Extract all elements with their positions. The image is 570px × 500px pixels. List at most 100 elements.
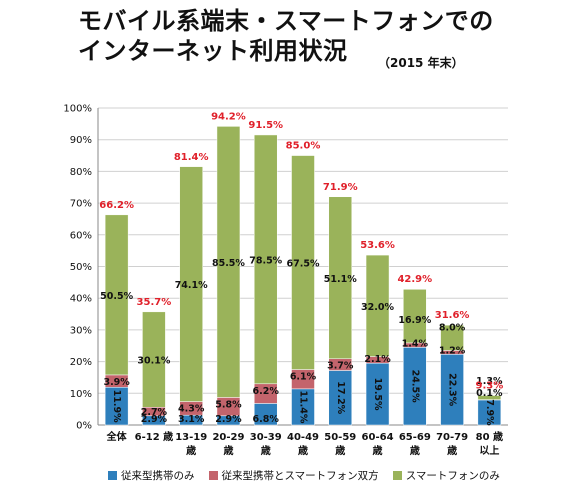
data-label-feature-only: 17.2% bbox=[335, 381, 346, 414]
data-label-smartphone-only: 32.0% bbox=[361, 302, 394, 313]
data-label-feature-only: 3.1% bbox=[178, 414, 205, 425]
y-tick-label: 40% bbox=[70, 294, 92, 305]
total-label: 71.9% bbox=[323, 182, 358, 193]
x-tick-label: 30-39 bbox=[250, 432, 282, 443]
legend-label-smartphone-only: スマートフォンのみ bbox=[405, 470, 500, 482]
y-tick-label: 80% bbox=[70, 167, 92, 178]
x-tick-label: 歳 bbox=[223, 444, 233, 457]
data-label-smartphone-only: 85.5% bbox=[212, 258, 245, 269]
data-label-both: 4.3% bbox=[178, 404, 205, 415]
x-tick-label: 歳 bbox=[261, 444, 271, 457]
total-label: 81.4% bbox=[174, 152, 209, 163]
data-label-smartphone-only: 74.1% bbox=[175, 280, 208, 291]
chart-title-line1: モバイル系端末・スマートフォンでの bbox=[78, 7, 494, 35]
legend-item-both: 従来型携帯とスマートフォン双方 bbox=[208, 468, 379, 483]
total-label: 85.0% bbox=[286, 141, 321, 152]
y-tick-label: 30% bbox=[70, 325, 92, 336]
legend-swatch-both bbox=[208, 471, 218, 480]
x-tick-label: 65-69 bbox=[399, 432, 431, 443]
data-label-feature-only: 22.3% bbox=[447, 373, 458, 406]
data-label-both: 3.9% bbox=[103, 377, 130, 388]
legend-label-feature-only: 従来型携帯のみ bbox=[121, 470, 195, 482]
y-tick-label: 0% bbox=[76, 421, 92, 432]
data-label-feature-only: 24.5% bbox=[409, 370, 420, 403]
y-tick-label: 10% bbox=[70, 389, 92, 400]
x-tick-label: 歳 bbox=[373, 444, 383, 457]
data-label-feature-only: 7.9% bbox=[484, 399, 495, 426]
x-tick-label: 全体 bbox=[106, 430, 128, 443]
y-tick-label: 20% bbox=[70, 357, 92, 368]
data-label-feature-only: 19.5% bbox=[372, 378, 383, 411]
bar-segment bbox=[142, 311, 166, 408]
total-label: 31.6% bbox=[435, 310, 470, 321]
bar-segment bbox=[253, 134, 278, 385]
x-tick-label: 歳 bbox=[298, 444, 308, 457]
data-label-feature-only: 2.9% bbox=[215, 414, 242, 425]
total-label: 91.5% bbox=[248, 120, 283, 131]
x-tick-label: 50-59 bbox=[324, 432, 356, 443]
data-label-both: 6.1% bbox=[290, 372, 317, 383]
total-label: 35.7% bbox=[137, 297, 172, 308]
x-tick-label: 20-29 bbox=[212, 432, 244, 443]
bar-segment bbox=[477, 395, 502, 400]
total-label: 9.3% bbox=[475, 381, 503, 392]
data-label-smartphone-only: 1.3% bbox=[476, 376, 503, 387]
x-tick-label: 80 歳 bbox=[476, 430, 503, 443]
total-label: 42.9% bbox=[397, 274, 432, 285]
data-label-feature-only: 2.9% bbox=[141, 414, 168, 425]
data-label-feature-only: 6.8% bbox=[253, 414, 280, 425]
chart-subtitle: （2015 年末） bbox=[378, 56, 464, 70]
legend-item-feature-only: 従来型携帯のみ bbox=[108, 468, 195, 483]
data-label-both: 2.1% bbox=[364, 354, 391, 365]
data-label-smartphone-only: 8.0% bbox=[439, 323, 466, 334]
x-tick-label: 歳 bbox=[447, 444, 457, 457]
data-label-both: 5.8% bbox=[215, 399, 242, 410]
bar-segment bbox=[104, 214, 129, 376]
bar-segment bbox=[328, 196, 353, 359]
data-label-smartphone-only: 67.5% bbox=[287, 259, 320, 270]
data-label-both: 1.2% bbox=[439, 345, 466, 356]
y-tick-label: 100% bbox=[63, 104, 92, 115]
data-label-smartphone-only: 50.5% bbox=[100, 291, 133, 302]
data-label-feature-only: 11.9% bbox=[111, 390, 122, 423]
chart-legend: 従来型携帯のみ 従来型携帯とスマートフォン双方 スマートフォンのみ bbox=[108, 468, 500, 483]
data-label-feature-only: 11.4% bbox=[298, 390, 309, 423]
bar-segment bbox=[403, 289, 427, 344]
legend-swatch-feature-only bbox=[108, 471, 117, 480]
x-tick-label: 6-12 歳 bbox=[135, 430, 174, 443]
x-tick-label: 60-64 bbox=[362, 432, 394, 443]
x-tick-label: 歳 bbox=[335, 444, 345, 457]
data-label-both: 6.2% bbox=[253, 386, 280, 397]
bar-segment bbox=[440, 324, 464, 351]
y-tick-label: 50% bbox=[70, 262, 92, 273]
y-tick-label: 90% bbox=[70, 135, 92, 146]
legend-label-both: 従来型携帯とスマートフォン双方 bbox=[221, 470, 379, 482]
bar-segment bbox=[291, 155, 315, 370]
legend-swatch-smartphone-only bbox=[392, 471, 402, 480]
x-tick-label: 以上 bbox=[479, 444, 499, 457]
x-tick-label: 70-79 bbox=[436, 432, 468, 443]
chart-title: モバイル系端末・スマートフォンでの インターネット利用状況 bbox=[78, 6, 494, 66]
data-label-smartphone-only: 51.1% bbox=[324, 274, 357, 285]
y-tick-label: 60% bbox=[70, 230, 92, 241]
data-label-both: 3.7% bbox=[327, 361, 354, 372]
data-label-both: 2.7% bbox=[141, 407, 168, 418]
total-label: 53.6% bbox=[360, 240, 395, 251]
data-label-smartphone-only: 78.5% bbox=[249, 255, 282, 266]
total-label: 66.2% bbox=[99, 200, 134, 211]
bar-segment bbox=[216, 126, 241, 398]
x-tick-label: 13-19 bbox=[175, 432, 207, 443]
y-tick-label: 70% bbox=[70, 199, 92, 210]
legend-item-smartphone-only: スマートフォンのみ bbox=[392, 468, 500, 483]
data-label-smartphone-only: 16.9% bbox=[398, 315, 431, 326]
x-tick-label: 歳 bbox=[410, 444, 420, 457]
total-label: 94.2% bbox=[211, 111, 246, 122]
x-tick-label: 歳 bbox=[186, 444, 196, 457]
data-label-both: 0.1% bbox=[476, 388, 503, 399]
data-label-smartphone-only: 30.1% bbox=[137, 356, 170, 367]
data-label-both: 1.4% bbox=[402, 338, 429, 349]
x-tick-label: 40-49 bbox=[287, 432, 319, 443]
chart-title-line2: インターネット利用状況 bbox=[78, 37, 348, 65]
bar-segment bbox=[365, 254, 390, 357]
